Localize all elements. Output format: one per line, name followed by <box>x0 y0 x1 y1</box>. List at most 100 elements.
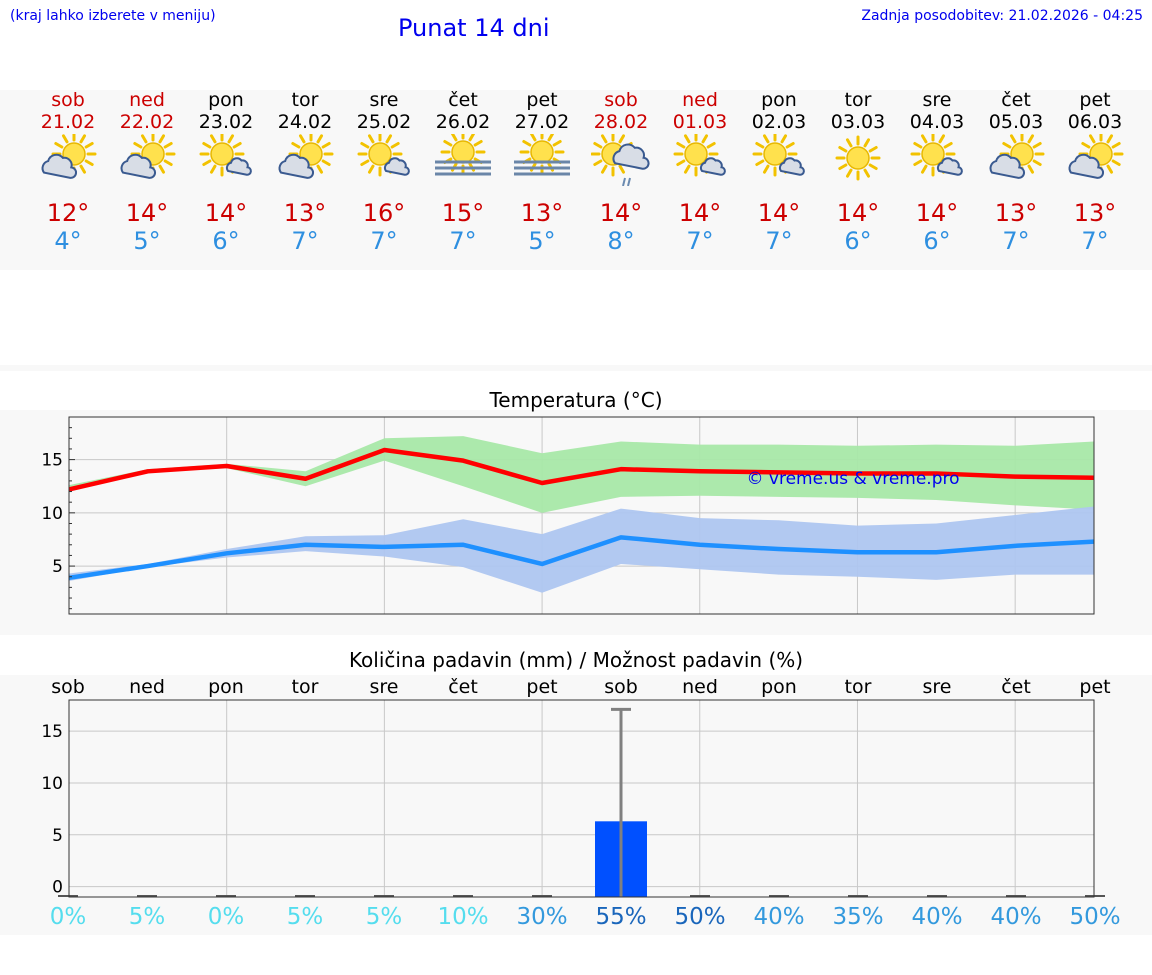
sun-cloud-icon <box>1068 134 1124 179</box>
sun-small-cloud-icon <box>199 134 252 177</box>
location-hint: (kraj lahko izberete v meniju) <box>10 8 216 24</box>
day-date: 06.03 <box>1067 111 1123 133</box>
precip-day-label: ned <box>682 676 718 698</box>
sun-small-cloud-icon <box>357 134 410 177</box>
temp-tick-label: 5 <box>52 557 63 577</box>
sun-small-cloud-icon <box>752 134 805 177</box>
temp-plot-frame <box>68 416 1095 615</box>
day-name: ned <box>129 89 165 111</box>
precip-probability: 40% <box>753 904 805 930</box>
temp-min: 7° <box>686 227 714 255</box>
temp-max: 14° <box>757 199 801 227</box>
temp-min: 7° <box>449 227 477 255</box>
watermark: © vreme.us & vreme.pro <box>746 469 959 489</box>
precip-probability: 30% <box>516 904 568 930</box>
day-name: sre <box>922 89 952 111</box>
sun-cloud-icon <box>989 134 1045 179</box>
sun-cloud-icon <box>120 134 176 179</box>
temp-max: 14° <box>915 199 959 227</box>
precip-day-label: tor <box>845 676 872 698</box>
day-date: 04.03 <box>909 111 965 133</box>
temp-max: 14° <box>836 199 880 227</box>
precip-probability: 50% <box>1069 904 1121 930</box>
temp-min: 6° <box>923 227 951 255</box>
day-name: pon <box>208 89 244 111</box>
precip-probability: 10% <box>437 904 489 930</box>
day-name: pon <box>761 89 797 111</box>
precip-tick-label: 15 <box>41 722 63 742</box>
day-header: pon 23.02 <box>186 89 266 133</box>
day-header: ned 01.03 <box>660 89 740 133</box>
day-date: 02.03 <box>751 111 807 133</box>
precip-probability: 35% <box>832 904 884 930</box>
day-header: tor 24.02 <box>265 89 345 133</box>
temp-max: 14° <box>599 199 643 227</box>
precip-chart-title: Količina padavin (mm) / Možnost padavin … <box>348 648 804 672</box>
day-name: čet <box>448 89 478 111</box>
day-date: 22.02 <box>119 111 175 133</box>
day-date: 23.02 <box>198 111 254 133</box>
day-name: pet <box>526 89 558 111</box>
precip-day-label: pon <box>761 676 797 698</box>
temp-min: 7° <box>370 227 398 255</box>
sun-small-cloud-icon <box>673 134 726 177</box>
day-date: 03.03 <box>830 111 886 133</box>
day-name: sob <box>604 89 638 111</box>
precip-day-label: pon <box>208 676 244 698</box>
temp-max: 12° <box>46 199 90 227</box>
precip-day-label: pet <box>526 676 557 698</box>
precip-day-label: tor <box>292 676 319 698</box>
temp-max: 15° <box>441 199 485 227</box>
precip-day-label: sre <box>370 676 399 698</box>
sun-small-cloud-icon <box>910 134 963 177</box>
precip-tick-label: 0 <box>52 878 63 898</box>
sun-cloud-icon <box>278 134 334 179</box>
temp-max: 14° <box>125 199 169 227</box>
precip-plot-area <box>69 700 1094 897</box>
temp-max: 13° <box>1073 199 1117 227</box>
day-header: sob 21.02 <box>28 89 108 133</box>
day-date: 21.02 <box>40 111 96 133</box>
precip-tick-label: 5 <box>52 826 63 846</box>
day-date: 25.02 <box>356 111 412 133</box>
temp-tick-label: 10 <box>41 504 63 524</box>
temp-max: 14° <box>678 199 722 227</box>
sun-cloud-icon <box>41 134 97 179</box>
temp-min: 7° <box>291 227 319 255</box>
temp-min: 5° <box>133 227 161 255</box>
sun-fog-icon <box>435 134 491 176</box>
day-name: pet <box>1079 89 1111 111</box>
precip-probability: 5% <box>365 904 403 930</box>
precip-day-label: ned <box>129 676 165 698</box>
day-header: pet 27.02 <box>502 89 582 133</box>
temp-chart-title: Temperatura (°C) <box>489 388 663 412</box>
day-header: čet 26.02 <box>423 89 503 133</box>
precip-probability: 0% <box>49 904 87 930</box>
day-date: 24.02 <box>277 111 333 133</box>
precip-probability: 0% <box>207 904 245 930</box>
temp-max: 13° <box>520 199 564 227</box>
forecast-band <box>0 90 1152 270</box>
temp-max: 13° <box>994 199 1038 227</box>
temp-min: 6° <box>844 227 872 255</box>
day-name: sob <box>51 89 85 111</box>
temp-min: 4° <box>54 227 82 255</box>
precip-probability: 5% <box>286 904 324 930</box>
precip-probability: 40% <box>911 904 963 930</box>
precip-plot-frame <box>68 699 1095 898</box>
precip-probability: 50% <box>674 904 726 930</box>
temp-tick-label: 15 <box>41 451 63 471</box>
sun-icon <box>835 135 881 181</box>
day-date: 05.03 <box>988 111 1044 133</box>
day-header: ned 22.02 <box>107 89 187 133</box>
precip-day-label: pet <box>1079 676 1110 698</box>
day-header: pet 06.03 <box>1055 89 1135 133</box>
precip-day-label: čet <box>1001 676 1031 698</box>
temp-max: 13° <box>283 199 327 227</box>
temp-max: 16° <box>362 199 406 227</box>
day-date: 26.02 <box>435 111 491 133</box>
day-header: pon 02.03 <box>739 89 819 133</box>
precip-probability: 40% <box>990 904 1042 930</box>
